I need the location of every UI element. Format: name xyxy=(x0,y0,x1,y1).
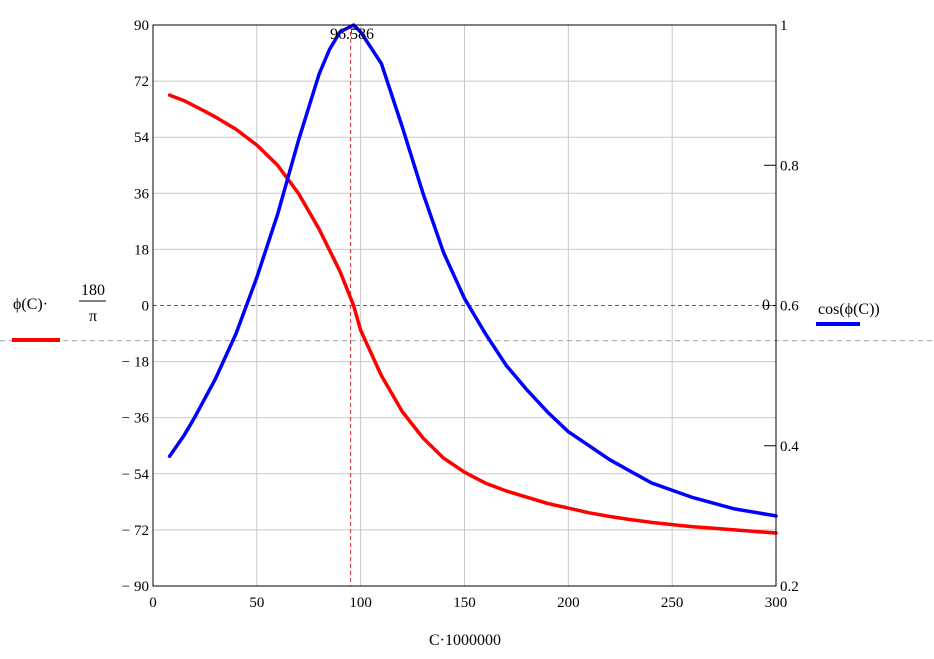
left-tick-label: − 18 xyxy=(122,355,149,371)
annotation-label: 96.586 xyxy=(330,26,374,43)
left-tick-label: − 54 xyxy=(122,467,150,483)
right-axis-zero-label: 0 xyxy=(762,297,770,314)
x-tick-label: 200 xyxy=(557,595,580,611)
x-tick-label: 250 xyxy=(661,595,684,611)
x-axis-tick-labels: 0 50 100 150 200 250 300 xyxy=(149,595,787,611)
marker-lines xyxy=(0,25,934,586)
left-tick-label: − 72 xyxy=(122,523,149,539)
left-tick-label: 54 xyxy=(134,130,150,146)
series-phi-degrees xyxy=(167,93,778,535)
left-tick-label: 0 xyxy=(142,299,150,315)
right-tick-label: 1 xyxy=(780,18,788,34)
x-axis-label: C·1000000 xyxy=(429,632,501,649)
plot-frame xyxy=(152,24,777,587)
series-cos-phi xyxy=(167,23,778,518)
svg-text:ϕ(C)·: ϕ(C)· xyxy=(13,296,48,313)
right-tick-label: 0.6 xyxy=(780,299,799,315)
x-tick-label: 300 xyxy=(765,595,788,611)
svg-text:cos(ϕ(C)): cos(ϕ(C)) xyxy=(818,301,880,318)
left-tick-label: 18 xyxy=(134,242,149,258)
right-tick-label: 0.2 xyxy=(780,579,799,595)
right-axis-label: cos(ϕ(C)) xyxy=(816,301,880,326)
series-lines xyxy=(167,23,778,535)
left-tick-label: 36 xyxy=(134,186,150,202)
right-tick-label: 0.4 xyxy=(780,439,799,455)
x-tick-label: 150 xyxy=(453,595,476,611)
svg-text:π: π xyxy=(89,308,97,325)
x-tick-label: 50 xyxy=(249,595,264,611)
left-tick-label: − 90 xyxy=(122,579,149,595)
left-axis-tick-labels: 90 72 54 36 18 0 − 18 − 36 − 54 − 72 − 90 xyxy=(122,18,150,595)
left-tick-label: − 36 xyxy=(122,411,150,427)
right-tick-label: 0.8 xyxy=(780,158,799,174)
x-tick-label: 0 xyxy=(149,595,157,611)
left-tick-label: 90 xyxy=(134,18,149,34)
x-tick-label: 100 xyxy=(349,595,372,611)
svg-text:180: 180 xyxy=(81,282,105,299)
left-tick-label: 72 xyxy=(134,74,149,90)
left-axis-label: ϕ(C)· 180 π xyxy=(12,282,106,342)
